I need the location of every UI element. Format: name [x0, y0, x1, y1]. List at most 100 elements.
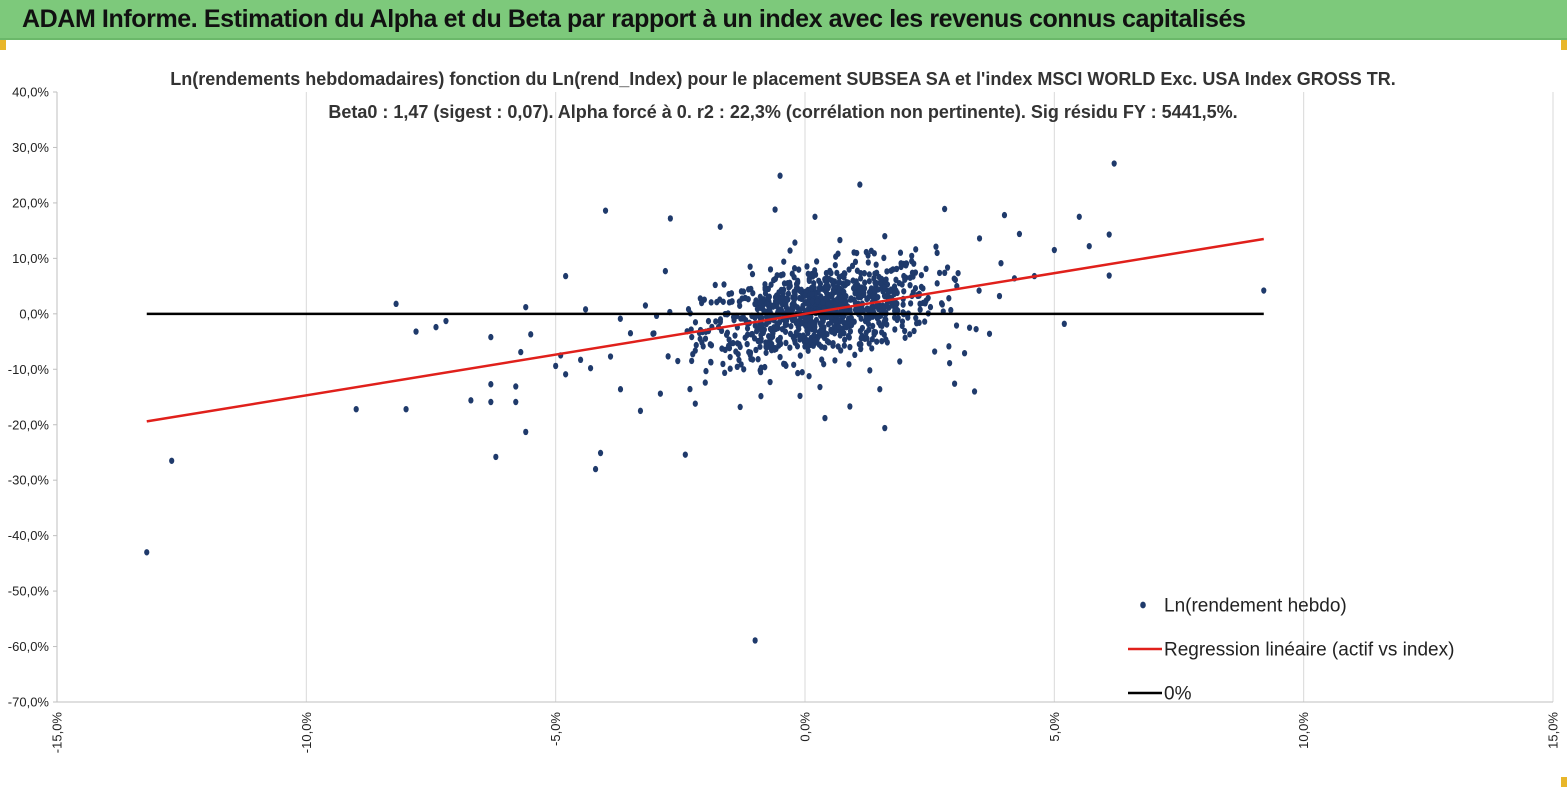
scatter-chart: -15,0% -10,0% -5,0% 0,0% 5,0% 10,0% 15,0% 40,0%… [8, 69, 1561, 754]
data-point [828, 269, 834, 277]
data-point [1106, 272, 1112, 279]
data-point [724, 329, 731, 336]
data-point [825, 301, 831, 308]
data-point [835, 250, 841, 257]
data-point [607, 353, 614, 360]
data-point [1261, 287, 1267, 294]
data-point [767, 266, 774, 273]
data-point [830, 339, 836, 347]
data-point [1001, 211, 1008, 219]
data-point [872, 329, 879, 336]
data-point [689, 333, 695, 341]
y-tick-label: -70,0% [8, 695, 50, 710]
data-point [839, 329, 845, 336]
data-point [771, 276, 777, 284]
data-point [902, 276, 908, 283]
data-point [744, 331, 751, 338]
data-point [902, 327, 908, 335]
data-point [708, 299, 714, 306]
data-point [717, 316, 724, 323]
data-point [870, 292, 876, 299]
data-point [895, 314, 901, 322]
data-point [846, 266, 852, 273]
y-tick-label: -40,0% [8, 528, 50, 543]
data-point [866, 326, 872, 333]
data-point [735, 351, 741, 358]
data-point [909, 257, 915, 265]
data-point [685, 306, 692, 313]
data-point [563, 371, 569, 378]
data-point [772, 294, 779, 301]
data-point [896, 279, 902, 287]
data-point [687, 385, 693, 393]
y-tick-label: 30,0% [12, 140, 49, 155]
data-point [769, 340, 775, 348]
data-point [847, 343, 853, 351]
data-point [922, 300, 928, 307]
data-point [726, 290, 732, 298]
data-point [908, 300, 914, 307]
data-point [865, 259, 871, 266]
data-point [884, 339, 890, 346]
data-point [617, 386, 624, 393]
data-point [843, 324, 850, 331]
data-point [862, 279, 868, 286]
legend-marker-scatter [1140, 601, 1146, 609]
data-point [750, 289, 756, 297]
data-point [852, 290, 858, 297]
data-point [808, 284, 815, 292]
data-point [700, 343, 706, 350]
data-point [513, 383, 519, 390]
data-point [763, 349, 769, 356]
data-point [791, 361, 797, 368]
data-point [897, 249, 904, 256]
x-tick-label: -15,0% [50, 712, 65, 754]
data-point [523, 428, 529, 436]
axis-layer: -15,0% -10,0% -5,0% 0,0% 5,0% 10,0% 15,0% 40,0%… [8, 85, 1561, 754]
data-point [871, 250, 877, 257]
data-point [809, 298, 815, 305]
data-point [786, 284, 792, 291]
chart-title-line2: Beta0 : 1,47 (sigest : 0,07). Alpha forc… [328, 102, 1237, 122]
data-point [702, 379, 708, 386]
data-point [858, 315, 864, 322]
data-point [845, 332, 852, 340]
data-point [907, 331, 913, 338]
data-point [834, 269, 840, 277]
data-point [913, 314, 919, 322]
data-point [767, 378, 773, 386]
data-point [837, 236, 843, 244]
data-point [650, 330, 656, 337]
data-point [789, 270, 795, 277]
data-point [726, 299, 733, 306]
data-point [907, 281, 913, 289]
data-point [872, 270, 878, 277]
points-layer [144, 160, 1267, 644]
data-point [727, 365, 733, 372]
data-point [744, 340, 750, 348]
data-point [682, 451, 688, 458]
data-point [791, 288, 797, 296]
data-point [874, 338, 880, 345]
data-point [836, 323, 842, 330]
data-point [923, 265, 929, 273]
data-point [883, 276, 889, 283]
data-point [802, 316, 808, 323]
data-point [725, 342, 732, 350]
data-point [842, 336, 848, 343]
corner-marker-left [0, 40, 6, 50]
data-point [847, 403, 853, 410]
data-point [953, 322, 960, 329]
x-tick-label: -5,0% [548, 712, 563, 746]
data-point [795, 369, 801, 377]
data-point [914, 320, 920, 327]
data-point [705, 317, 712, 325]
data-point [642, 302, 649, 309]
data-point [817, 383, 823, 391]
legend-label-zero: 0% [1164, 684, 1192, 705]
data-point [810, 320, 816, 328]
data-point [909, 252, 915, 260]
data-point [882, 424, 888, 432]
data-point [804, 337, 810, 344]
data-point [637, 407, 644, 415]
